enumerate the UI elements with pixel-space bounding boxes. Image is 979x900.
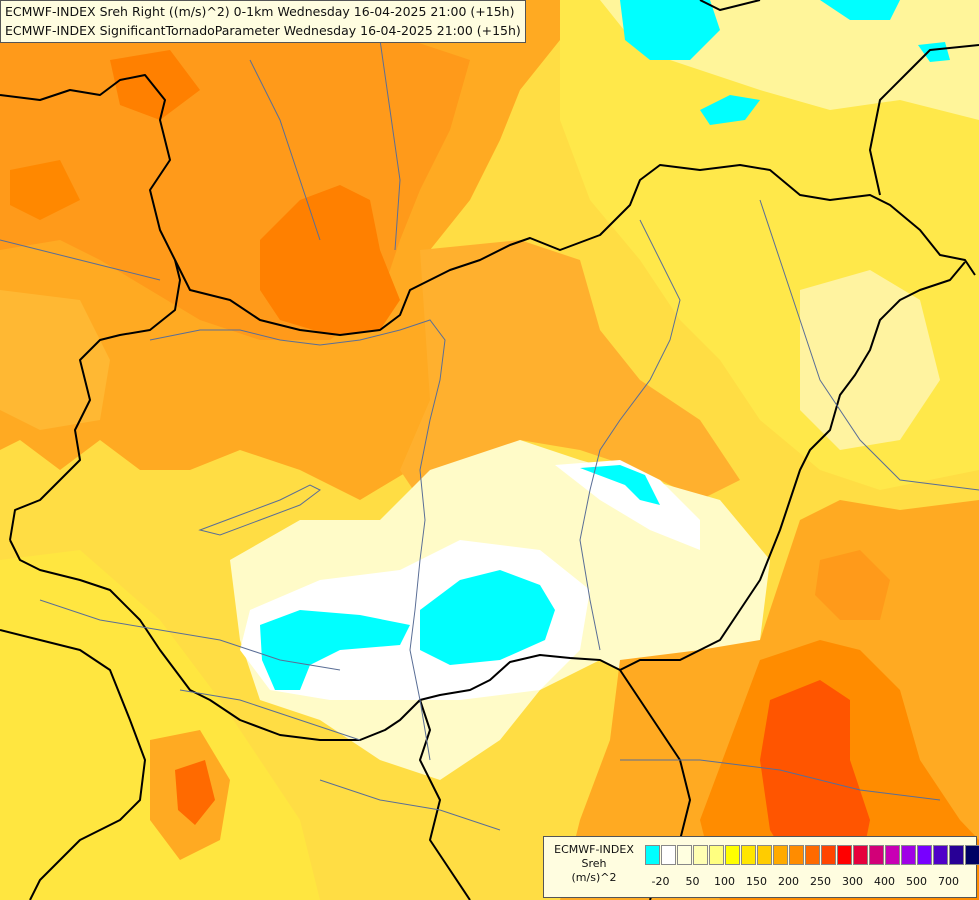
- legend-tick-label: 500: [906, 875, 927, 888]
- legend-swatch: [725, 845, 740, 865]
- legend-tick-label: 300: [842, 875, 863, 888]
- river-sw: [39, 599, 341, 671]
- field-cyan-north-3: [820, 0, 900, 20]
- legend-title-line3: (m/s)^2: [571, 871, 617, 884]
- river-south: [319, 779, 501, 831]
- color-legend: ECMWF-INDEX Sreh (m/s)^2 -20 50 100 150 200 2…: [543, 836, 979, 898]
- river-east: [759, 199, 979, 491]
- river-north-2: [379, 39, 401, 251]
- field-yellow-southwest: [0, 550, 320, 900]
- legend-title-line1: ECMWF-INDEX: [554, 843, 634, 856]
- legend-tick-label: 50: [685, 875, 700, 888]
- river-tisza: [579, 219, 681, 651]
- legend-swatch: [677, 845, 692, 865]
- legend-swatch: [709, 845, 724, 865]
- legend-swatch: [837, 845, 852, 865]
- legend-swatch: [821, 845, 836, 865]
- field-cyan-center: [580, 465, 660, 505]
- legend-swatch: [853, 845, 868, 865]
- field-cyan-north-1: [620, 0, 720, 60]
- legend-swatch: [949, 845, 964, 865]
- legend-tick-label: 250: [810, 875, 831, 888]
- river-north: [249, 59, 321, 241]
- legend-swatch: [885, 845, 900, 865]
- legend-swatch: [965, 845, 979, 865]
- lake-balaton: [198, 484, 321, 536]
- field-white-center: [555, 460, 700, 550]
- legend-swatch: [661, 845, 676, 865]
- legend-swatch: [901, 845, 916, 865]
- border-south: [9, 539, 621, 741]
- legend-swatch: [805, 845, 820, 865]
- legend-swatch: [693, 845, 708, 865]
- border-south-2: [419, 699, 471, 900]
- legend-swatch: [917, 845, 932, 865]
- legend-tick-label: 100: [714, 875, 735, 888]
- legend-tick-label: 400: [874, 875, 895, 888]
- river-drava: [179, 689, 361, 741]
- field-orange-dark-2: [110, 50, 200, 120]
- legend-swatch: [645, 845, 660, 865]
- legend-swatch: [757, 845, 772, 865]
- field-orange-center: [400, 240, 740, 500]
- legend-title: ECMWF-INDEX Sreh (m/s)^2: [546, 843, 642, 885]
- legend-swatches: [645, 845, 979, 865]
- border-southwest: [0, 629, 146, 900]
- field-cyan-south-2: [260, 610, 410, 690]
- river-danube: [149, 319, 446, 761]
- legend-swatch: [741, 845, 756, 865]
- border-southeast: [619, 261, 966, 671]
- field-orange-dark-3: [10, 160, 80, 220]
- legend-tick-label: -20: [651, 875, 670, 888]
- field-orange-mid-w: [0, 290, 110, 430]
- field-red-southeast: [760, 680, 870, 880]
- legend-tick-label: 700: [938, 875, 959, 888]
- legend-swatch: [933, 845, 948, 865]
- field-cyan-south-1: [420, 570, 555, 665]
- map-title-line1: ECMWF-INDEX Sreh Right ((m/s)^2) 0-1km W…: [5, 4, 515, 19]
- legend-swatch: [789, 845, 804, 865]
- field-orange-east-blob: [815, 550, 890, 620]
- rivers: [0, 39, 979, 831]
- legend-swatch: [773, 845, 788, 865]
- border-north-east: [699, 0, 761, 11]
- field-orange-dark-1: [260, 185, 400, 335]
- border-east: [869, 44, 979, 196]
- river-west: [0, 239, 161, 281]
- border-north-central: [0, 74, 976, 336]
- border-west: [9, 259, 181, 541]
- legend-tick-label: 150: [746, 875, 767, 888]
- legend-ticks: -20 50 100 150 200 250 300 400 500 700: [645, 875, 975, 889]
- field-cyan-north-2: [700, 95, 760, 125]
- map-title-line2: ECMWF-INDEX SignificantTornadoParameter …: [5, 23, 521, 38]
- field-yellow-pale-e: [800, 270, 940, 450]
- field-cyan-north-4: [918, 42, 950, 62]
- map-title-box: ECMWF-INDEX Sreh Right ((m/s)^2) 0-1km W…: [0, 0, 526, 43]
- legend-swatch: [869, 845, 884, 865]
- river-south-east: [620, 759, 941, 801]
- legend-title-line2: Sreh: [581, 857, 607, 870]
- field-red-southwest: [175, 760, 215, 825]
- legend-tick-label: 200: [778, 875, 799, 888]
